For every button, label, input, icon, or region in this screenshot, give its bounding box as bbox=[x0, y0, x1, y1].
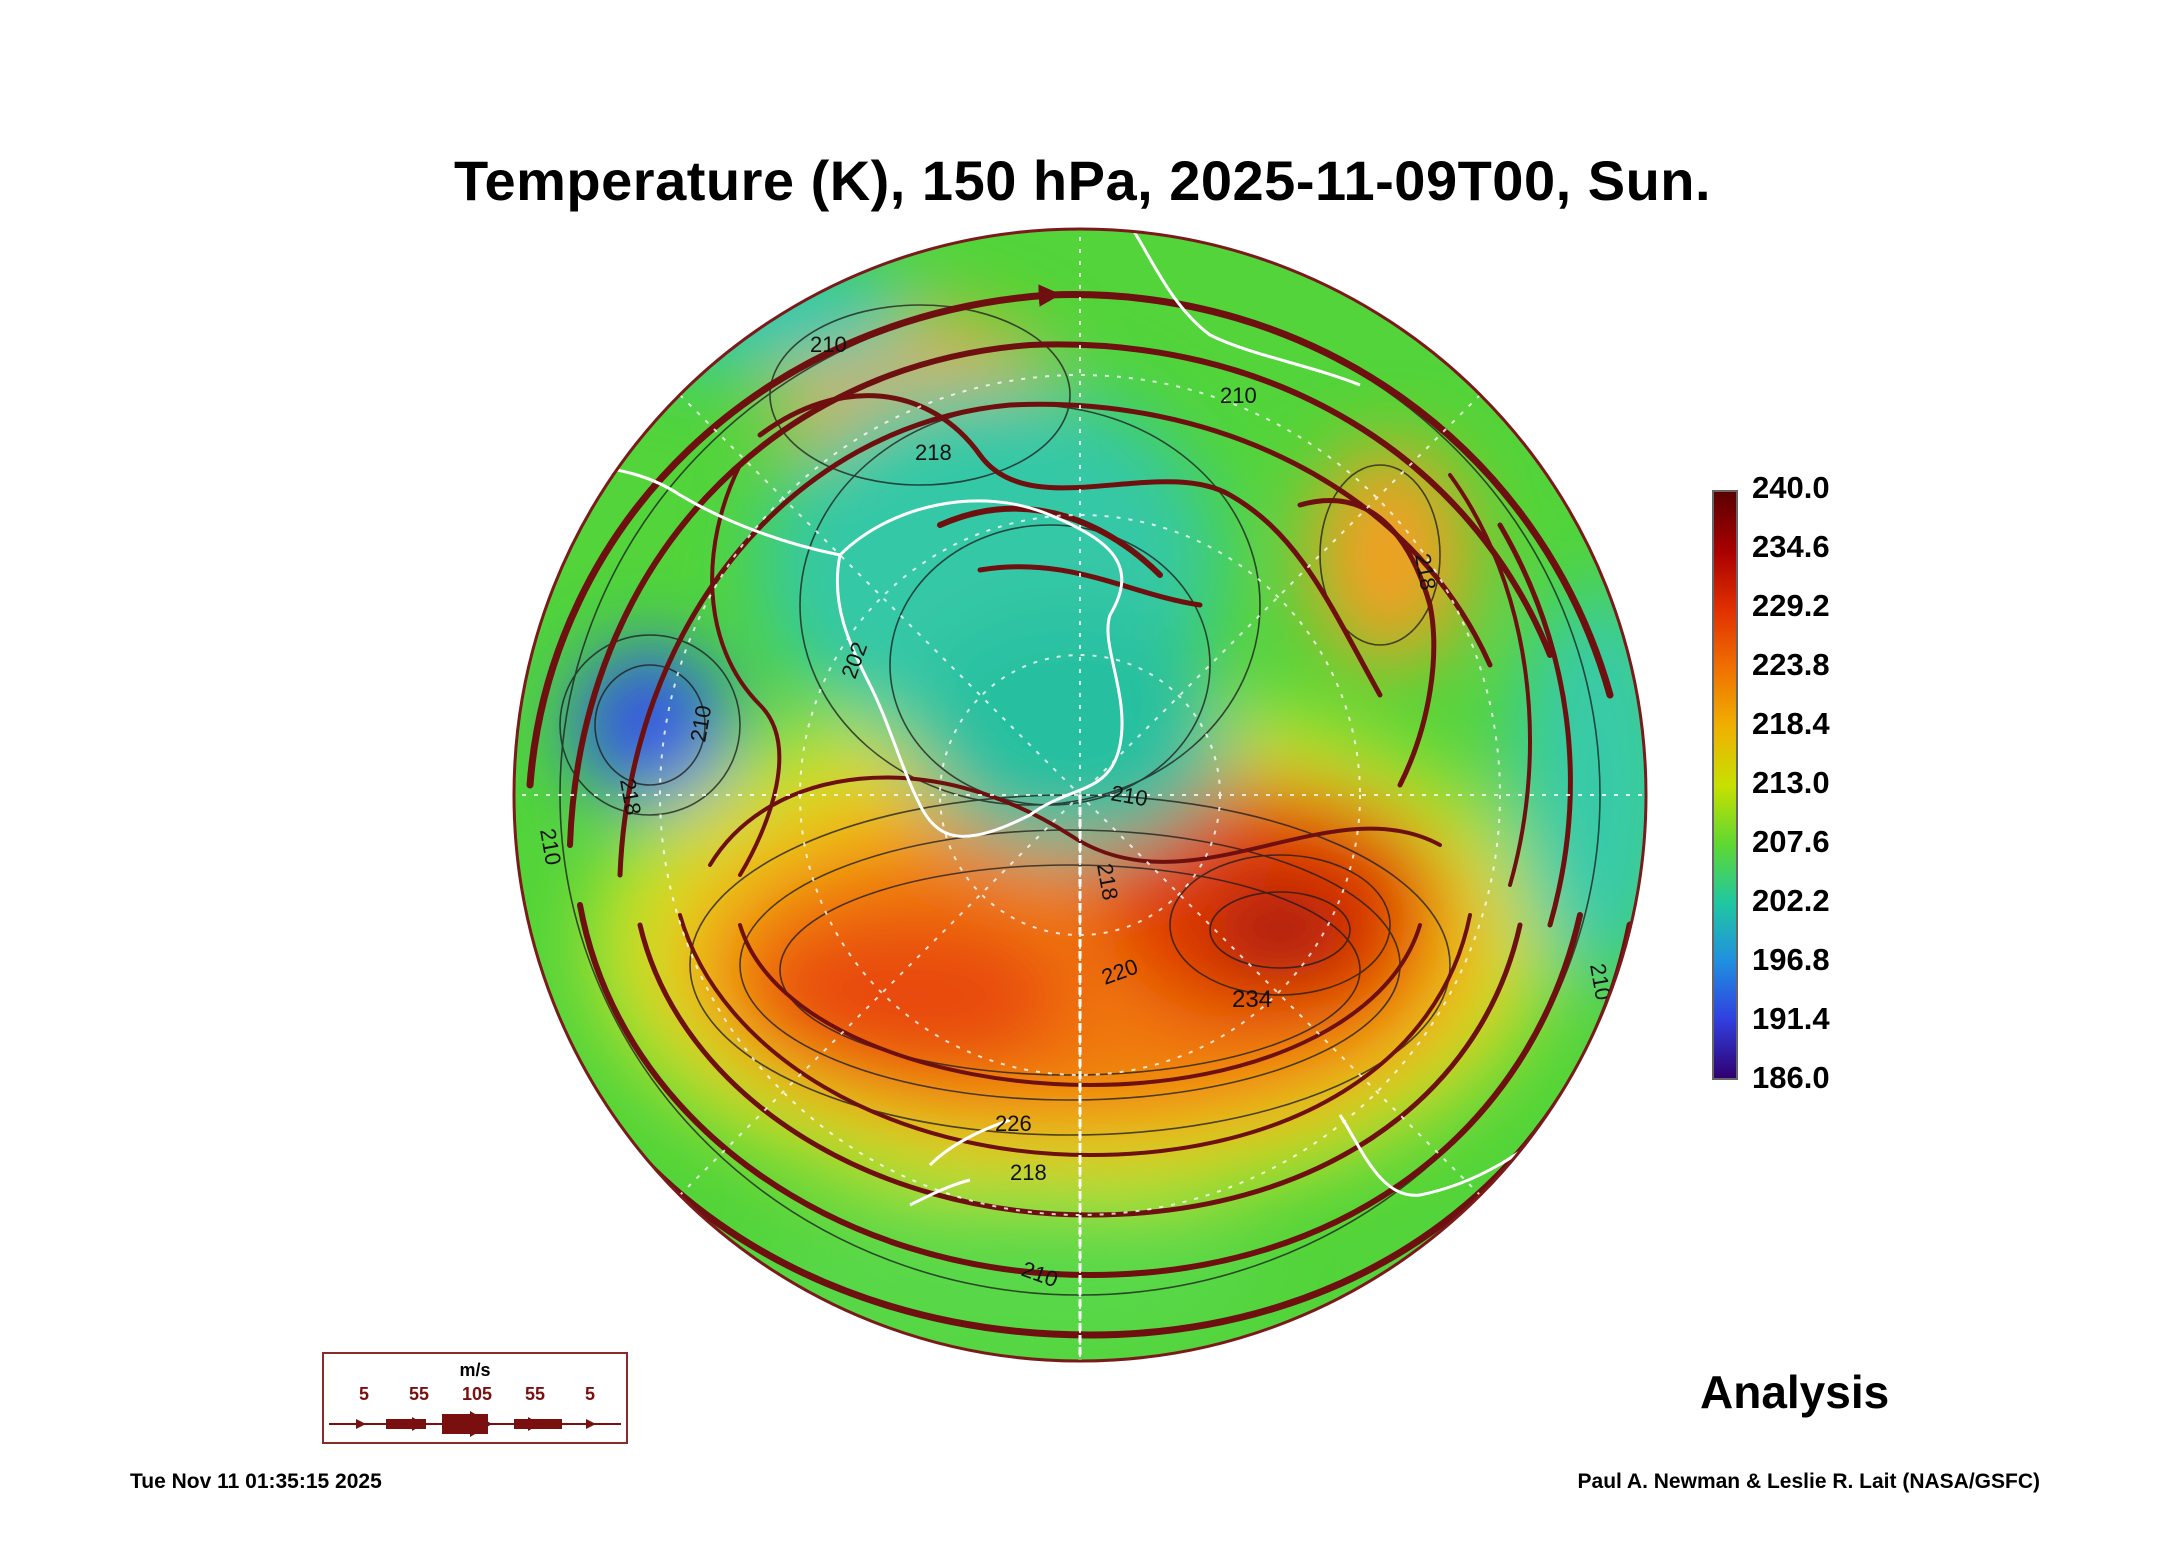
colorbar-tick-label: 186.0 bbox=[1752, 1060, 1830, 1095]
contour-label: 210 bbox=[1220, 383, 1257, 408]
isotherm bbox=[889, 524, 1211, 806]
wind-speed-legend: m/s 5 55 105 55 5 bbox=[322, 1352, 628, 1444]
south-america-coast bbox=[514, 234, 572, 516]
wind-legend-arrow bbox=[528, 1417, 540, 1431]
streamline bbox=[710, 463, 782, 877]
wind-legend-unit: m/s bbox=[459, 1360, 491, 1380]
cold-pocket-core bbox=[600, 670, 680, 760]
colorbar-tick-label: 234.6 bbox=[1752, 529, 1830, 564]
colorbar-tick-label: 218.4 bbox=[1752, 706, 1830, 741]
streamline bbox=[738, 923, 1422, 1088]
wind-legend-arrow bbox=[356, 1419, 366, 1429]
isotherm bbox=[1169, 854, 1391, 996]
streamline bbox=[1448, 473, 1532, 887]
colorbar-tick-label: 202.2 bbox=[1752, 883, 1830, 918]
isotherm bbox=[1209, 891, 1351, 969]
timestamp: Tue Nov 11 01:35:15 2025 bbox=[130, 1470, 382, 1493]
colorbar-tick-label: 207.6 bbox=[1752, 824, 1830, 859]
colorbar-tick-label: 191.4 bbox=[1752, 1001, 1830, 1036]
isotherm bbox=[559, 634, 741, 816]
ridge-right bbox=[1310, 445, 1470, 665]
warm-core-left bbox=[750, 915, 1070, 1075]
wind-legend-arrow bbox=[470, 1411, 492, 1437]
streamline bbox=[577, 902, 1583, 1279]
isotherm bbox=[594, 664, 706, 786]
streamline bbox=[757, 393, 1383, 698]
antarctic-peninsula bbox=[589, 463, 841, 557]
streamline bbox=[977, 564, 1203, 608]
contour-label: 210 bbox=[810, 332, 847, 357]
credit: Paul A. Newman & Leslie R. Lait (NASA/GS… bbox=[1577, 1470, 2040, 1493]
colorbar-tick-label: 229.2 bbox=[1752, 588, 1830, 623]
colorbar-tick-label: 213.0 bbox=[1752, 765, 1830, 800]
streamline bbox=[708, 775, 1442, 867]
colorbar-tick-label: 240.0 bbox=[1752, 470, 1830, 505]
isotherm bbox=[769, 304, 1071, 486]
contour-label: 218 bbox=[1010, 1160, 1047, 1185]
wind-legend-arrow bbox=[412, 1417, 424, 1431]
colorbar-labels: 240.0 234.6 229.2 223.8 218.4 213.0 207.6 202.2… bbox=[1752, 470, 1892, 1100]
wind-legend-arrows bbox=[329, 1411, 621, 1437]
map-title: Temperature (K), 150 hPa, 2025-11-09T00,… bbox=[453, 149, 1712, 212]
polar-temperature-map: 210 218 210 202 210 218 210 218 210 210 … bbox=[512, 227, 1648, 1363]
latitude-circle bbox=[659, 374, 1501, 1216]
antarctica-coast bbox=[835, 499, 1124, 838]
new-zealand bbox=[909, 1118, 1011, 1207]
isotherm bbox=[1319, 464, 1441, 646]
wind-legend-speed: 55 bbox=[408, 1384, 430, 1404]
streamline bbox=[526, 284, 1614, 789]
teal-patch-top bbox=[620, 255, 920, 375]
analysis-label: Analysis bbox=[1700, 1366, 1890, 1418]
streamline bbox=[1297, 498, 1437, 788]
wind-legend-speed: 5 bbox=[584, 1384, 596, 1404]
map-edge bbox=[512, 227, 1648, 1363]
green-patch-bottom bbox=[760, 1195, 1260, 1355]
colorbar-tick-label: 223.8 bbox=[1752, 647, 1830, 682]
contour-label: 234 bbox=[1232, 986, 1272, 1013]
africa-coast bbox=[1128, 229, 1361, 387]
coastlines bbox=[514, 229, 1646, 1207]
streamline bbox=[678, 913, 1472, 1158]
contour-label: 226 bbox=[995, 1111, 1032, 1136]
wind-legend-speed: 55 bbox=[524, 1384, 546, 1404]
hot-spot bbox=[1210, 890, 1350, 970]
colorbar bbox=[1712, 490, 1738, 1080]
cold-pole bbox=[910, 615, 1230, 855]
wind-legend-speed: 5 bbox=[358, 1384, 370, 1404]
wind-legend-bar bbox=[386, 1419, 426, 1429]
wind-legend-speed: 105 bbox=[461, 1384, 493, 1404]
streamline bbox=[937, 505, 1163, 578]
wind-legend-arrow bbox=[586, 1419, 596, 1429]
isotherm bbox=[779, 864, 1361, 1076]
colorbar-tick-label: 196.8 bbox=[1752, 942, 1830, 977]
streamline bbox=[1497, 522, 1573, 928]
contour-label: 218 bbox=[915, 440, 952, 465]
streamline bbox=[567, 341, 1553, 848]
